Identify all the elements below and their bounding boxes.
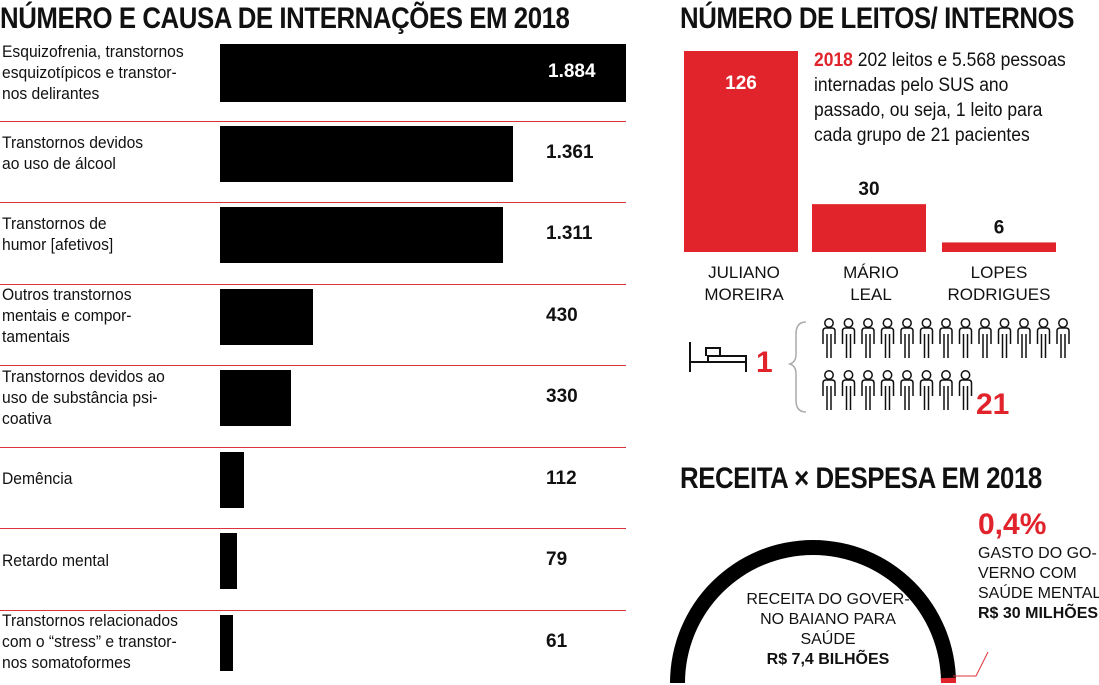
- category-label: Transtornos devidos ao uso de álcool: [2, 132, 144, 173]
- category-label: Demência: [2, 469, 73, 488]
- row-separator: [0, 446, 626, 448]
- person-icon: [1036, 318, 1051, 358]
- category-label: Transtornos de humor [afetivos]: [2, 214, 114, 254]
- receita-text: RECEITA DO GOVER- NO BAIANO PARA SAÚDE: [746, 591, 910, 648]
- person-icon: [939, 318, 953, 358]
- person-icon: [900, 370, 914, 410]
- person-icon: [841, 370, 856, 410]
- value-label: 1.311: [546, 223, 593, 244]
- row-separator: [0, 120, 626, 122]
- category-label: Outros transtornos mentais e compor- tam…: [2, 285, 132, 346]
- gasto-value: R$ 30 MILHÕES: [978, 605, 1099, 622]
- brace: [787, 321, 807, 413]
- hospital-label: LOPES RODRIGUES: [947, 263, 1051, 304]
- value-label: 330: [546, 386, 578, 407]
- person-icon: [997, 318, 1012, 358]
- row-separator: [0, 283, 626, 285]
- person-icon: [841, 318, 856, 358]
- ratio-pictogram: 1 21: [689, 318, 1070, 421]
- person-icon: [1017, 318, 1031, 358]
- person-icon: [1056, 318, 1070, 358]
- receita-arc: [670, 540, 956, 683]
- person-icon: [822, 318, 836, 358]
- person-icon: [958, 318, 973, 358]
- hospital-bar: [812, 204, 926, 252]
- category-label: Transtornos relacionados com o “stress” …: [2, 611, 178, 672]
- category-label: Transtornos devidos ao uso de substância…: [2, 366, 165, 428]
- person-icon: [861, 370, 875, 410]
- leitos-chart-title: NÚMERO DE LEITOS/ INTERNOS: [680, 2, 1075, 35]
- person-icon: [919, 370, 934, 410]
- bed-icon: [689, 342, 747, 372]
- internacoes-bar-chart: Esquizofrenia, transtornos esquizotípico…: [0, 41, 628, 682]
- value-label: 430: [546, 304, 578, 326]
- receita-label: RECEITA DO GOVER- NO BAIANO PARA SAÚDE R$…: [738, 590, 918, 670]
- patient-count: 21: [976, 388, 1009, 421]
- bar: [220, 288, 313, 345]
- person-icon: [939, 370, 953, 410]
- leader-line: [953, 651, 989, 677]
- person-icon: [900, 318, 914, 358]
- hospital-value: 6: [994, 217, 1005, 238]
- bar: [220, 44, 626, 102]
- person-icon: [880, 370, 895, 410]
- hospital-bar: [942, 242, 1056, 252]
- receita-value: R$ 7,4 BILHÕES: [766, 651, 890, 668]
- value-label: 61: [546, 630, 568, 652]
- hospital-bar: [684, 51, 798, 252]
- value-label: 79: [546, 549, 568, 570]
- left-chart-title: NÚMERO E CAUSA DE INTERNAÇÕES EM 2018: [0, 2, 570, 35]
- category-label: Esquizofrenia, transtornos esquizotípico…: [2, 41, 184, 103]
- bed-count: 1: [756, 346, 773, 379]
- leitos-note: 2018 202 leitos e 5.568 pessoas internad…: [814, 48, 1081, 148]
- gasto-label: GASTO DO GO- VERNO COM SAÚDE MENTAL R$ 30…: [978, 544, 1099, 624]
- bar: [220, 207, 503, 263]
- budget-chart-title: RECEITA × DESPESA EM 2018: [680, 462, 1042, 495]
- person-icon: [861, 318, 875, 358]
- value-label: 1.361: [546, 141, 594, 163]
- bar: [220, 533, 238, 589]
- row-separator: [0, 202, 626, 203]
- leitos-note-year: 2018: [814, 50, 853, 71]
- gasto-percent: 0,4%: [978, 508, 1047, 541]
- hospital-value: 126: [725, 73, 757, 94]
- person-icon: [880, 318, 895, 358]
- hospital-value: 30: [858, 179, 879, 200]
- row-separator: [0, 365, 626, 366]
- person-icon: [822, 370, 836, 410]
- leitos-bar-chart: 126 30 6: [684, 51, 1056, 252]
- category-label: Retardo mental: [2, 550, 109, 570]
- person-icon: [919, 318, 934, 358]
- person-icon: [958, 370, 973, 410]
- bar: [220, 370, 292, 426]
- gasto-slice: [940, 677, 956, 683]
- row-separator: [0, 528, 626, 529]
- row-separator: [0, 609, 626, 611]
- person-icon: [978, 318, 992, 358]
- value-label: 112: [546, 467, 577, 489]
- bar: [220, 614, 234, 671]
- hospital-label: JULIANO MOREIRA: [704, 263, 784, 304]
- value-label: 1.884: [548, 61, 596, 82]
- bar: [220, 125, 514, 182]
- gasto-text: GASTO DO GO- VERNO COM SAÚDE MENTAL: [978, 545, 1099, 602]
- leitos-note-text: 202 leitos e 5.568 pessoas internadas pe…: [814, 50, 1066, 146]
- hospital-label: MÁRIO LEAL: [843, 263, 899, 304]
- bar: [220, 451, 245, 508]
